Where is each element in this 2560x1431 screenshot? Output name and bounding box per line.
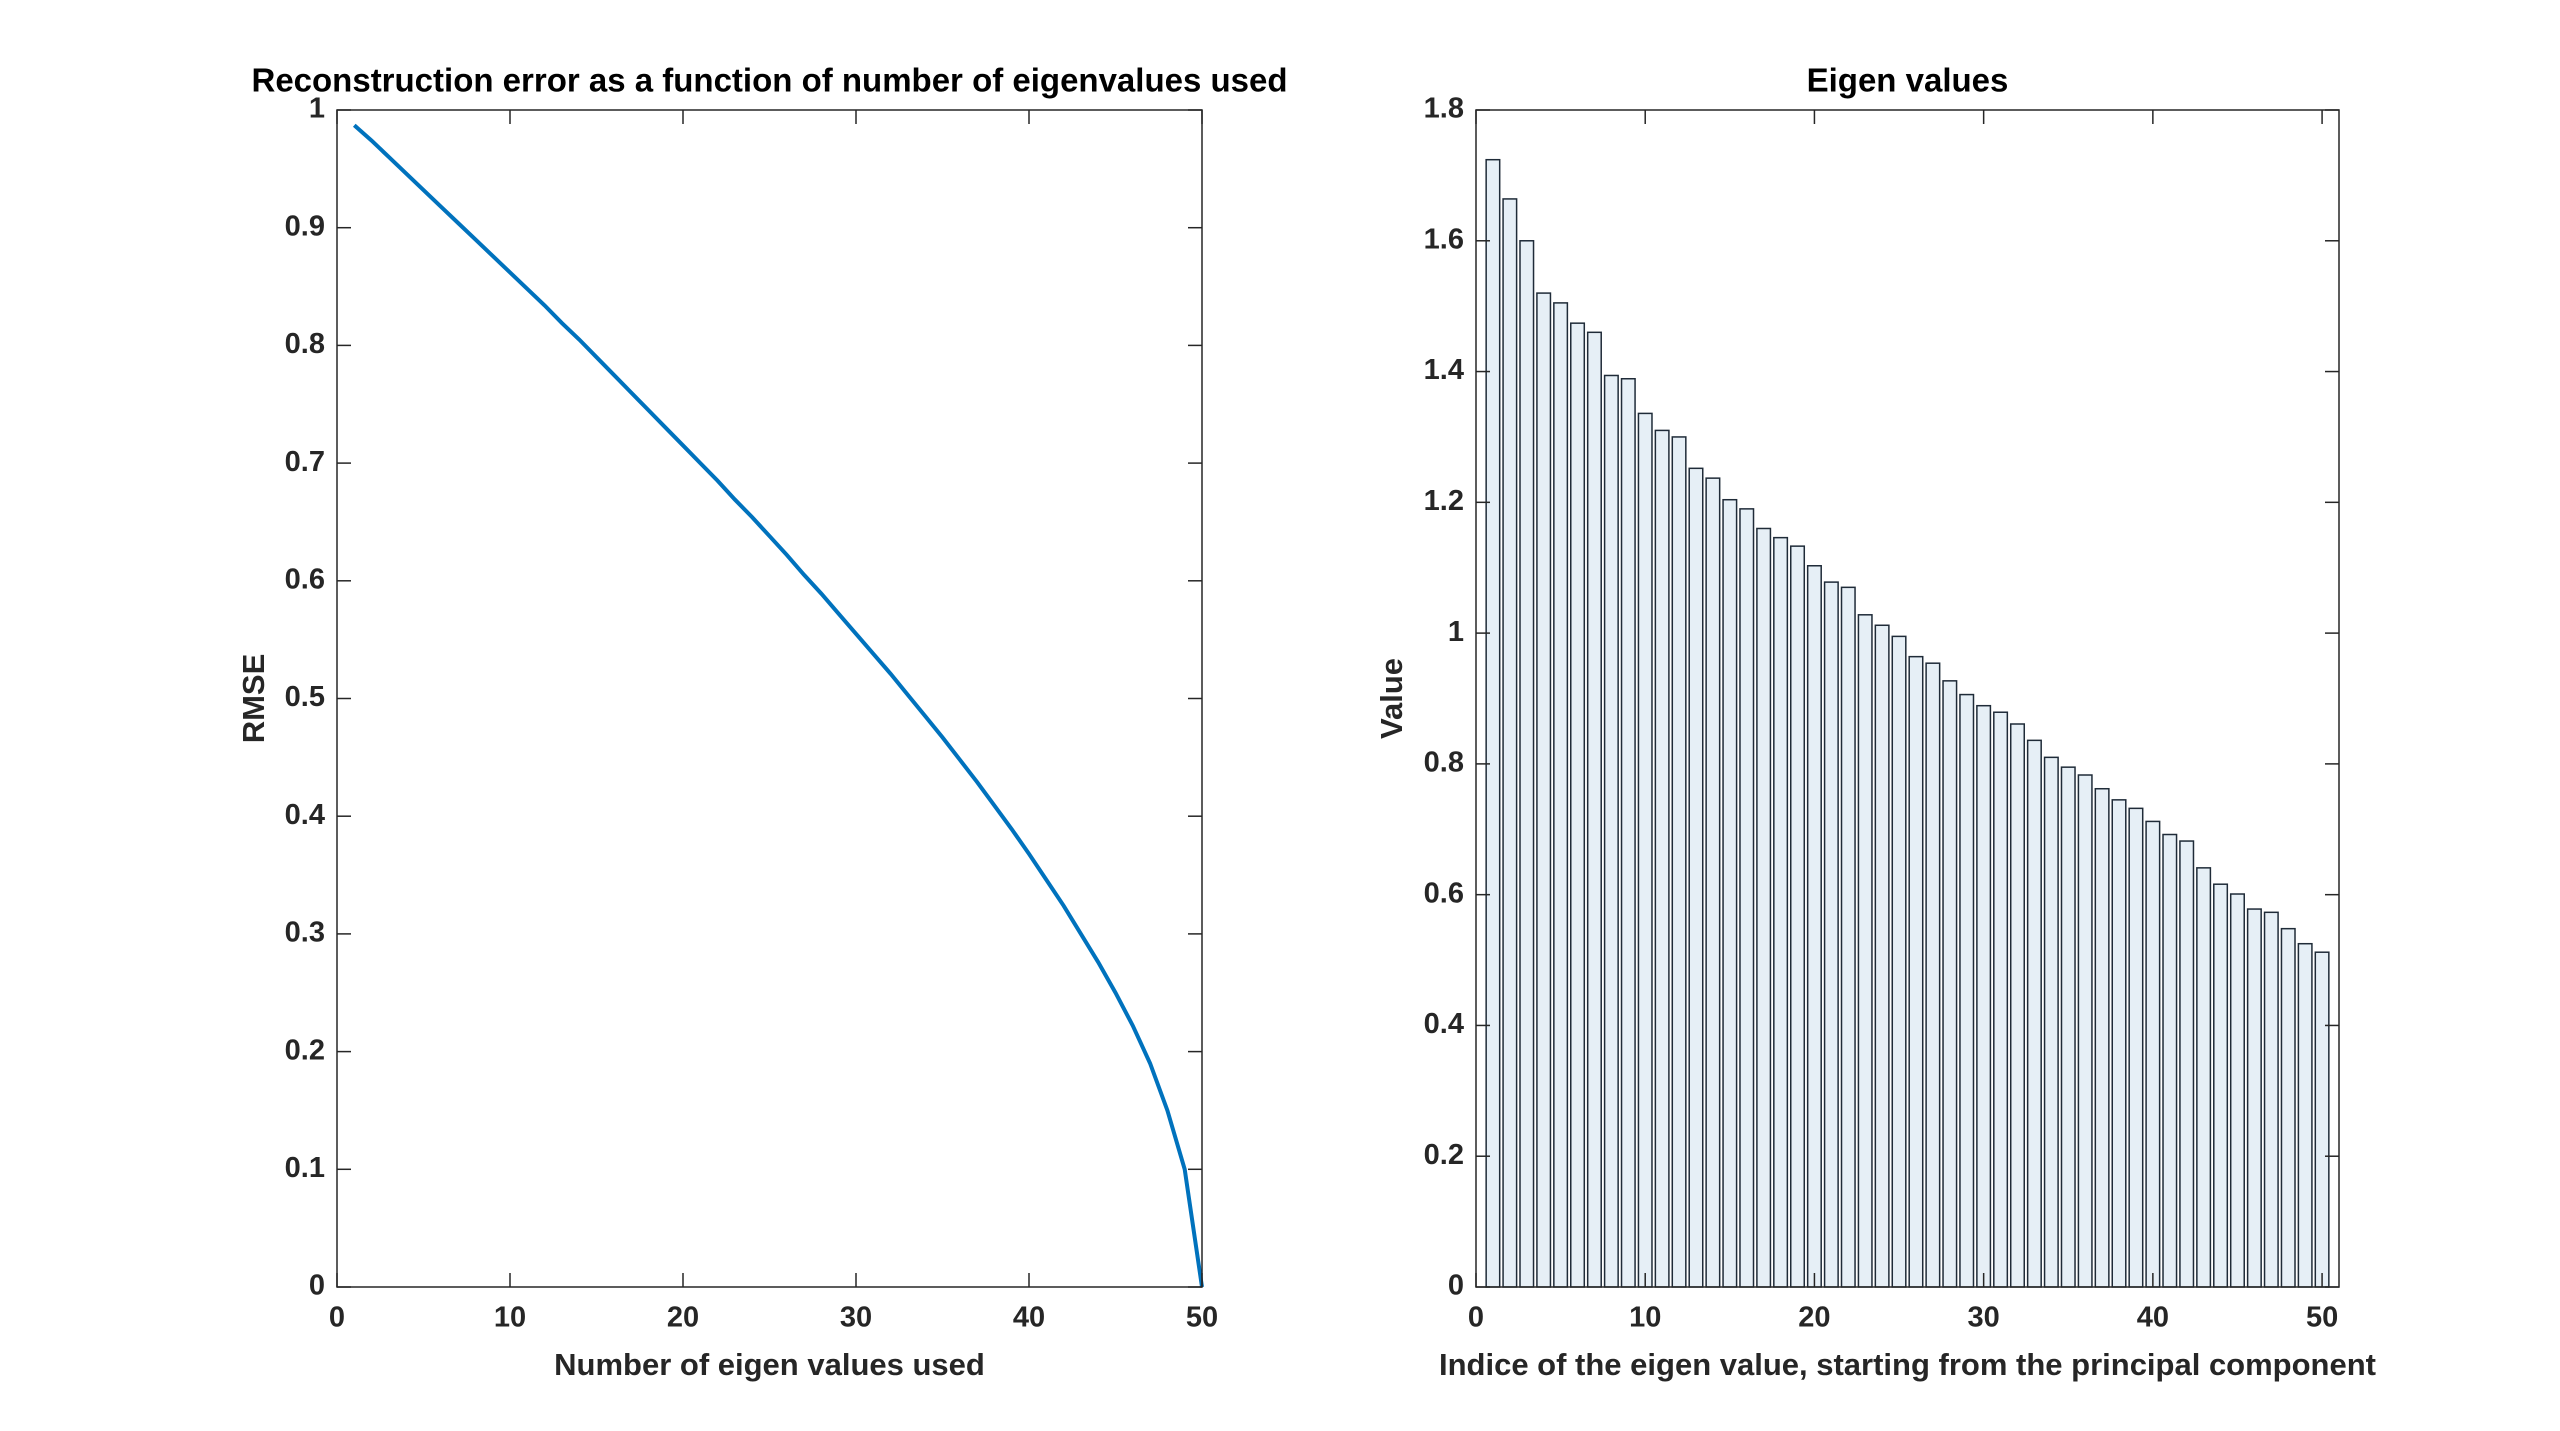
x-tick-label: 20 [667, 1302, 699, 1334]
bar [2162, 833, 2178, 1288]
bar [1976, 704, 1992, 1288]
y-tick-label: 1.4 [1424, 354, 1464, 386]
bar [1959, 693, 1975, 1288]
bar [1485, 158, 1501, 1288]
y-tick-label: 0.9 [285, 210, 325, 242]
bar [1942, 680, 1958, 1288]
x-tick-label: 40 [1013, 1302, 1045, 1334]
bar [1637, 412, 1653, 1288]
bar [1993, 711, 2009, 1288]
x-tick-label: 10 [494, 1302, 526, 1334]
bar [1688, 467, 1704, 1288]
y-tick-label: 0.8 [285, 328, 325, 360]
bar [2077, 774, 2093, 1288]
x-tick-label: 10 [1629, 1302, 1661, 1334]
bar [1570, 322, 1586, 1288]
y-tick-label: 0.7 [285, 446, 325, 478]
chart-title: Eigen values [1807, 62, 2009, 99]
bar [1553, 302, 1569, 1288]
y-tick-label: 1 [309, 93, 325, 125]
bar [1705, 477, 1721, 1288]
y-tick-label: 1.6 [1424, 223, 1464, 255]
y-tick-label: 1 [1448, 616, 1464, 648]
bar [1519, 240, 1535, 1288]
bar [1908, 655, 1924, 1288]
axes-box [1475, 109, 2340, 1288]
bar [1773, 536, 1789, 1288]
y-tick-label: 1.8 [1424, 93, 1464, 125]
bar [1586, 331, 1602, 1288]
bar [1857, 614, 1873, 1288]
x-tick-label: 50 [1186, 1302, 1218, 1334]
x-tick-label: 30 [1968, 1302, 2000, 1334]
bar [1789, 545, 1806, 1288]
bar [2179, 840, 2195, 1288]
bar [2026, 739, 2042, 1288]
bar [1603, 374, 1619, 1288]
bar [1840, 586, 1856, 1288]
axes-box [336, 109, 1203, 1288]
bar [2196, 867, 2212, 1288]
y-tick-label: 0.6 [285, 563, 325, 595]
y-tick-label: 1.2 [1424, 485, 1464, 517]
bar [1756, 527, 1772, 1288]
y-tick-label: 0 [309, 1270, 325, 1302]
chart-title: Reconstruction error as a function of nu… [251, 62, 1287, 99]
bar [2297, 942, 2313, 1288]
bar [2094, 787, 2110, 1288]
x-axis-label: Number of eigen values used [554, 1347, 985, 1382]
bar [1671, 436, 1687, 1288]
bar [1502, 198, 1518, 1288]
bar [1925, 662, 1941, 1288]
bar [1806, 565, 1822, 1288]
bar [1620, 377, 1636, 1288]
y-tick-label: 0.4 [1424, 1008, 1464, 1040]
bar [2060, 766, 2076, 1288]
y-tick-label: 0.3 [285, 917, 325, 949]
x-tick-label: 30 [840, 1302, 872, 1334]
bar [1874, 624, 1890, 1288]
y-tick-label: 0.4 [285, 799, 325, 831]
y-tick-label: 0.1 [285, 1152, 325, 1184]
y-tick-label: 0.5 [285, 681, 325, 713]
bar [2213, 883, 2229, 1288]
data-line [352, 123, 1204, 1288]
y-tick-label: 0.2 [285, 1034, 325, 1066]
bar [2043, 756, 2059, 1288]
y-axis-label: Value [1374, 658, 1409, 739]
x-tick-label: 40 [2137, 1302, 2169, 1334]
bar [2263, 911, 2279, 1288]
y-tick-label: 0.2 [1424, 1139, 1464, 1171]
x-tick-label: 20 [1798, 1302, 1830, 1334]
bar [1739, 508, 1755, 1288]
bar [1536, 292, 1552, 1288]
y-tick-label: 0.8 [1424, 747, 1464, 779]
y-tick-label: 0 [1448, 1270, 1464, 1302]
bar [2314, 951, 2330, 1288]
bar [2009, 723, 2026, 1288]
bar [1722, 498, 1738, 1288]
bar [2229, 893, 2245, 1288]
y-axis-label: RMSE [236, 654, 271, 744]
bar [2128, 807, 2144, 1288]
bar [2145, 820, 2161, 1288]
x-tick-label: 0 [329, 1302, 345, 1334]
x-axis-label: Indice of the eigen value, starting from… [1439, 1347, 2376, 1382]
bar [1891, 635, 1907, 1288]
bar [1654, 429, 1670, 1288]
bar [2280, 927, 2296, 1288]
bar [1823, 581, 1839, 1288]
x-tick-label: 0 [1468, 1302, 1484, 1334]
bar [2111, 799, 2127, 1288]
x-tick-label: 50 [2306, 1302, 2338, 1334]
y-tick-label: 0.6 [1424, 877, 1464, 909]
bar [2246, 908, 2262, 1288]
